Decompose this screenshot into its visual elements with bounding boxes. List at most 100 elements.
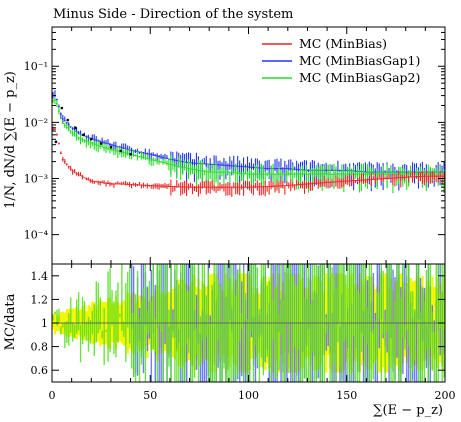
data-point xyxy=(60,106,64,110)
ratio-bar xyxy=(288,264,290,374)
ratio-bar xyxy=(91,310,94,335)
data-point xyxy=(82,133,85,137)
ratio-bar xyxy=(99,297,101,330)
data-point xyxy=(66,118,70,122)
ratio-bar xyxy=(268,280,270,373)
ratio-bar xyxy=(382,270,384,335)
data-points xyxy=(54,106,132,156)
ratio-bar xyxy=(160,264,162,332)
x-tick-label: 150 xyxy=(336,389,357,402)
ratio-bar xyxy=(187,291,190,354)
ratio-bar xyxy=(290,264,292,323)
ratio-bar xyxy=(343,264,345,343)
ratio-bar xyxy=(72,322,74,342)
ratio-bar xyxy=(244,293,247,322)
ratio-bar xyxy=(278,264,280,332)
ratio-bar xyxy=(260,264,263,358)
ratio-bar xyxy=(360,264,363,352)
ratio-bar xyxy=(266,285,268,357)
ratio-bar xyxy=(356,290,359,382)
ratio-bar xyxy=(374,320,377,364)
x-tick-label: 200 xyxy=(435,389,456,402)
ratio-bar xyxy=(296,285,298,382)
ratio-bar xyxy=(431,312,434,371)
data-point xyxy=(119,149,123,153)
ratio-bar xyxy=(376,292,379,373)
ratio-bar xyxy=(140,301,143,365)
ratio-bar xyxy=(333,274,335,364)
ratio-bar xyxy=(129,264,131,344)
ratio-bar xyxy=(97,282,99,334)
ratio-bar xyxy=(52,314,54,321)
ratio-bar xyxy=(264,264,267,361)
ratio-bar xyxy=(105,329,107,333)
ratio-bar xyxy=(95,281,98,343)
ratio-bar xyxy=(402,264,404,338)
x-tick-label: 100 xyxy=(238,389,259,402)
ratio-bar xyxy=(294,283,296,348)
ratio-bar xyxy=(201,264,204,341)
data-point xyxy=(109,145,113,149)
ratio-bar xyxy=(180,264,182,369)
ratio-bar xyxy=(152,264,154,350)
ratio-bar xyxy=(372,273,375,334)
ratio-bar xyxy=(278,313,280,371)
ratio-bar xyxy=(199,316,202,366)
ratio-bar xyxy=(421,286,424,382)
ratio-bar xyxy=(134,294,137,382)
ratio-bar xyxy=(68,313,70,346)
x-ticks: 0 50 100 150 200 xyxy=(49,27,456,402)
data-point xyxy=(129,152,132,156)
ratio-bar xyxy=(254,264,257,346)
y-tick-label: 10⁻³ xyxy=(24,173,48,186)
ratio-bar xyxy=(83,301,86,337)
ratio-bar xyxy=(58,308,60,322)
ratio-bar xyxy=(280,299,282,382)
ratio-tick-label: 1 xyxy=(41,317,48,330)
ratio-bar xyxy=(203,264,206,360)
ratio-bar xyxy=(327,264,329,323)
ratio-bar xyxy=(62,323,64,328)
x-tick-label: 0 xyxy=(49,389,56,402)
ratio-bar xyxy=(172,320,174,338)
ratio-bar xyxy=(162,292,164,382)
ratio-bar xyxy=(396,264,398,324)
ratio-tick-label: 1.4 xyxy=(31,270,49,283)
ratio-bar xyxy=(172,309,174,332)
ratio-bar xyxy=(349,264,351,375)
ratio-bar xyxy=(362,310,365,382)
ratio-bar xyxy=(392,269,394,372)
ratio-bar xyxy=(123,321,125,337)
ratio-bar xyxy=(250,264,253,333)
ratio-bar xyxy=(262,264,265,376)
ratio-bar xyxy=(425,270,428,351)
ratio-bar xyxy=(303,297,306,379)
ratio-bar xyxy=(211,284,213,382)
ratio-bar xyxy=(75,299,78,334)
ratio-bar xyxy=(241,313,243,329)
ratio-bar xyxy=(117,282,119,342)
y-axis-label: 1/N, dN/d ∑(E − p_z) xyxy=(3,71,18,209)
legend-label: MC (MinBiasGap2) xyxy=(299,70,420,85)
ratio-bar xyxy=(246,319,249,382)
ratio-bar xyxy=(81,296,84,345)
ratio-bar xyxy=(237,270,239,377)
ratio-tick-label: 0.6 xyxy=(31,364,49,377)
ratio-bar xyxy=(413,309,416,361)
ratio-bar xyxy=(73,324,76,339)
data-point xyxy=(90,137,93,141)
ratio-bar xyxy=(79,324,82,363)
ratio-tick-label: 0.8 xyxy=(31,341,49,354)
ratio-bar xyxy=(239,264,241,342)
ratio-bar xyxy=(154,317,156,352)
ratio-bars xyxy=(52,264,445,382)
ratio-bar xyxy=(130,264,133,330)
ratio-bar xyxy=(292,276,294,382)
ratio-bar xyxy=(339,264,341,367)
ratio-bar xyxy=(207,270,210,382)
main-y-ticks: 10⁻¹ 10⁻² 10⁻³ 10⁻⁴ xyxy=(24,26,445,242)
ratio-bar xyxy=(109,268,111,353)
ratio-bar xyxy=(148,280,151,333)
ratio-bar xyxy=(433,331,435,382)
